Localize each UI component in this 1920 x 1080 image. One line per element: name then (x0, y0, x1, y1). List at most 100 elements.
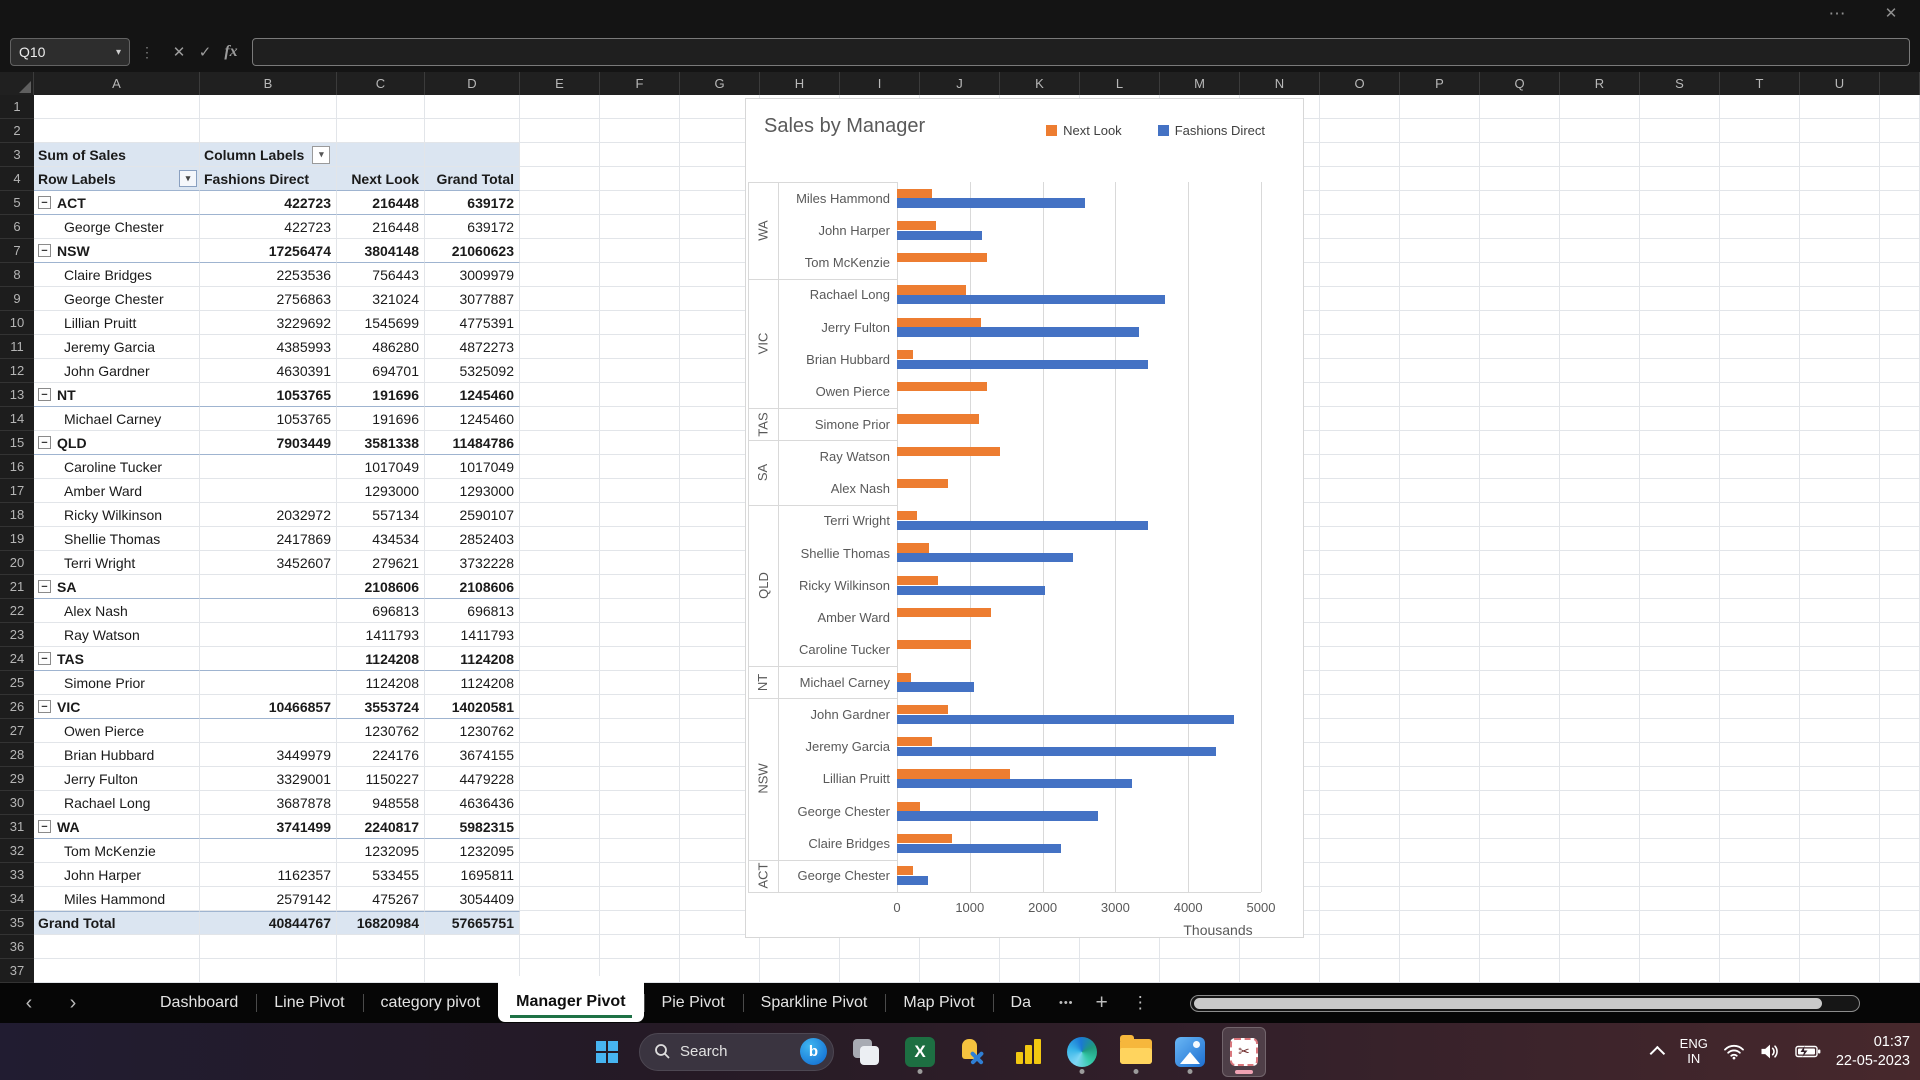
cell-N36[interactable] (1240, 935, 1320, 959)
cell-E17[interactable] (520, 479, 600, 503)
cell-Q22[interactable] (1480, 599, 1560, 623)
row-header-27[interactable]: 27 (0, 719, 34, 743)
cell-U8[interactable] (1800, 263, 1880, 287)
cell-B36[interactable] (200, 935, 337, 959)
cell-D6[interactable]: 639172 (425, 215, 520, 239)
bar-fashions-direct[interactable] (897, 585, 1045, 595)
cell-U15[interactable] (1800, 431, 1880, 455)
cell-C32[interactable]: 1232095 (337, 839, 425, 863)
cell-R23[interactable] (1560, 623, 1640, 647)
row-header-16[interactable]: 16 (0, 455, 34, 479)
cell-R22[interactable] (1560, 599, 1640, 623)
cell-U28[interactable] (1800, 743, 1880, 767)
cell-F8[interactable] (600, 263, 680, 287)
window-close-icon[interactable]: ✕ (1884, 5, 1898, 22)
cell-A8[interactable]: Claire Bridges (34, 263, 200, 287)
cell-F35[interactable] (600, 911, 680, 935)
cell-D1[interactable] (425, 95, 520, 119)
cell-A4[interactable]: Row Labels ▾ (34, 167, 200, 191)
cell-A12[interactable]: John Gardner (34, 359, 200, 383)
cell-B30[interactable]: 3687878 (200, 791, 337, 815)
row-header-19[interactable]: 19 (0, 527, 34, 551)
cell-Q7[interactable] (1480, 239, 1560, 263)
start-button[interactable] (585, 1027, 629, 1077)
cell-A13[interactable]: − NT (34, 383, 200, 407)
cell-C25[interactable]: 1124208 (337, 671, 425, 695)
cell-A32[interactable]: Tom McKenzie (34, 839, 200, 863)
cell-K36[interactable] (1000, 935, 1080, 959)
cell-Q5[interactable] (1480, 191, 1560, 215)
cell-B16[interactable] (200, 455, 337, 479)
cell-C31[interactable]: 2240817 (337, 815, 425, 839)
cell-P23[interactable] (1400, 623, 1480, 647)
row-header-29[interactable]: 29 (0, 767, 34, 791)
cell-R7[interactable] (1560, 239, 1640, 263)
cell-E31[interactable] (520, 815, 600, 839)
cell-U23[interactable] (1800, 623, 1880, 647)
row-header-14[interactable]: 14 (0, 407, 34, 431)
cell-T34[interactable] (1720, 887, 1800, 911)
row-header-6[interactable]: 6 (0, 215, 34, 239)
cell-U26[interactable] (1800, 695, 1880, 719)
cell-L36[interactable] (1080, 935, 1160, 959)
row-header-12[interactable]: 12 (0, 359, 34, 383)
cell-B10[interactable]: 3229692 (200, 311, 337, 335)
cell-F25[interactable] (600, 671, 680, 695)
cell-E28[interactable] (520, 743, 600, 767)
cell-R28[interactable] (1560, 743, 1640, 767)
cell-D35[interactable]: 57665751 (425, 911, 520, 935)
bar-fashions-direct[interactable] (897, 746, 1217, 757)
cell-D11[interactable]: 4872273 (425, 335, 520, 359)
cell-D18[interactable]: 2590107 (425, 503, 520, 527)
cell-Q32[interactable] (1480, 839, 1560, 863)
cell-U25[interactable] (1800, 671, 1880, 695)
row-header-36[interactable]: 36 (0, 935, 34, 959)
cell-Q25[interactable] (1480, 671, 1560, 695)
cell-G37[interactable] (680, 959, 760, 983)
cell-A31[interactable]: − WA (34, 815, 200, 839)
cell-C36[interactable] (337, 935, 425, 959)
cell-S33[interactable] (1640, 863, 1720, 887)
cell-Q34[interactable] (1480, 887, 1560, 911)
bar-next-look[interactable] (897, 220, 936, 230)
cell-F6[interactable] (600, 215, 680, 239)
col-header-R[interactable]: R (1560, 72, 1640, 95)
cell-E26[interactable] (520, 695, 600, 719)
cell-Q33[interactable] (1480, 863, 1560, 887)
bar-next-look[interactable] (897, 543, 929, 553)
cell-C19[interactable]: 434534 (337, 527, 425, 551)
cell-A22[interactable]: Alex Nash (34, 599, 200, 623)
cell-P19[interactable] (1400, 527, 1480, 551)
cell-P35[interactable] (1400, 911, 1480, 935)
cell-C37[interactable] (337, 959, 425, 983)
cell-P36[interactable] (1400, 935, 1480, 959)
cell-C3[interactable] (337, 143, 425, 167)
cell-R12[interactable] (1560, 359, 1640, 383)
bar-fashions-direct[interactable] (897, 230, 982, 240)
cell-O32[interactable] (1320, 839, 1400, 863)
cell-B29[interactable]: 3329001 (200, 767, 337, 791)
cell-T33[interactable] (1720, 863, 1800, 887)
cell-S32[interactable] (1640, 839, 1720, 863)
cell-P30[interactable] (1400, 791, 1480, 815)
cell-R15[interactable] (1560, 431, 1640, 455)
col-header-C[interactable]: C (337, 72, 425, 95)
cell-Q30[interactable] (1480, 791, 1560, 815)
cell-B15[interactable]: 7903449 (200, 431, 337, 455)
cell-D15[interactable]: 11484786 (425, 431, 520, 455)
row-header-9[interactable]: 9 (0, 287, 34, 311)
col-header-A[interactable]: A (34, 72, 200, 95)
cell-C7[interactable]: 3804148 (337, 239, 425, 263)
bar-fashions-direct[interactable] (897, 811, 1098, 821)
cell-P22[interactable] (1400, 599, 1480, 623)
taskbar-search[interactable]: Search b (639, 1032, 834, 1071)
cell-O4[interactable] (1320, 167, 1400, 191)
cell-O25[interactable] (1320, 671, 1400, 695)
cell-P11[interactable] (1400, 335, 1480, 359)
bar-next-look[interactable] (897, 349, 914, 360)
cell-E24[interactable] (520, 647, 600, 671)
cell-B6[interactable]: 422723 (200, 215, 337, 239)
row-header-28[interactable]: 28 (0, 743, 34, 767)
cell-T14[interactable] (1720, 407, 1800, 431)
cell-E12[interactable] (520, 359, 600, 383)
